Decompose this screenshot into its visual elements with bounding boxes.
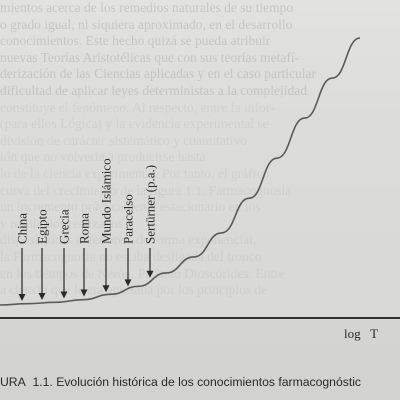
annotation-arrowhead: [102, 285, 110, 293]
annotation-arrowhead: [18, 293, 26, 301]
curve-group: [0, 37, 361, 306]
annotation-arrowhead: [80, 289, 88, 297]
annotation-2: Grecia: [57, 209, 72, 299]
annotation-1: Egipto: [35, 209, 50, 300]
annotation-6: Sertürner (p.a.): [143, 165, 158, 278]
annotation-label: Egipto: [35, 209, 50, 244]
annotation-arrowhead: [146, 270, 154, 278]
plot-area-backdrop: [0, 95, 400, 320]
caption-number: 1.1.: [32, 375, 53, 389]
annotation-label: Mundo Islámico: [99, 158, 114, 244]
annotation-4: Mundo Islámico: [99, 158, 114, 293]
y-axis-label: log T: [344, 326, 378, 341]
knowledge-curve: [0, 37, 361, 306]
bg-text-line: dificultad de aplicar leyes determinista…: [0, 82, 308, 98]
annotation-arrowhead: [38, 292, 46, 300]
figure-caption: URA 1.1. Evolución histórica de los cono…: [0, 375, 400, 389]
annotation-label: Paracelso: [121, 194, 136, 244]
annotations-group: China Egipto Grecia Roma Mundo Islámico Parac…: [15, 158, 158, 301]
bg-text-line: mientos acerca de los remedios naturales…: [0, 0, 294, 15]
caption-text: Evolución histórica de los conocimientos…: [56, 375, 362, 389]
annotation-arrowhead: [60, 291, 68, 299]
annotation-3: Roma: [77, 213, 92, 297]
bg-text-line: nuevas Teorías Aristotélicas que con sus…: [0, 49, 300, 65]
annotation-0: China: [15, 213, 30, 301]
bg-text-line: derización de las Ciencias aplicadas y e…: [0, 66, 316, 82]
annotation-label: Sertürner (p.a.): [143, 165, 158, 244]
annotation-label: China: [15, 213, 30, 244]
bg-text-line: o grado igual, ni siquiera aproximado, e…: [0, 16, 293, 32]
annotation-label: Grecia: [57, 209, 72, 244]
annotation-label: Roma: [77, 213, 92, 244]
caption-prefix: URA: [0, 375, 26, 389]
annotation-5: Paracelso: [121, 194, 136, 287]
annotation-arrowhead: [124, 279, 132, 287]
bg-text-line: conocimientos. Este hecho quizá se pueda…: [0, 33, 271, 49]
